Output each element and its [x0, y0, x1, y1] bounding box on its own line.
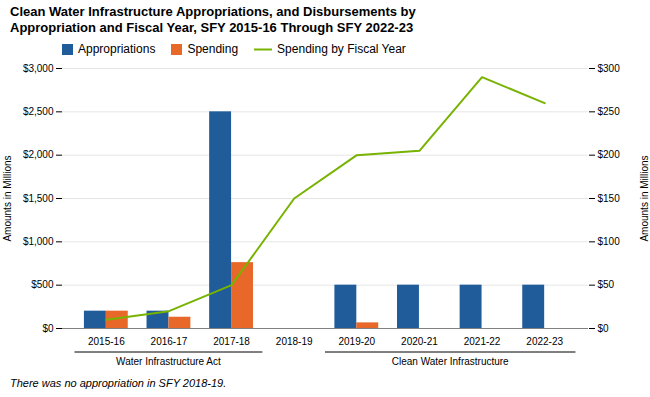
- svg-text:$500: $500: [31, 279, 54, 290]
- html-text:Appropriations: Appropriations: [78, 42, 156, 56]
- svg-text:$1,500: $1,500: [23, 193, 54, 204]
- svg-text:Water Infrastructure Act: Water Infrastructure Act: [116, 356, 221, 367]
- svg-text:2015-16: 2015-16: [88, 336, 125, 347]
- html-text:Spending by Fiscal Year: Spending by Fiscal Year: [277, 42, 406, 56]
- svg-text:2022-23: 2022-23: [526, 336, 563, 347]
- svg-text:$2,500: $2,500: [23, 106, 54, 117]
- svg-text:2020-21: 2020-21: [401, 336, 438, 347]
- svg-text:$50: $50: [598, 279, 615, 290]
- svg-text:$2,000: $2,000: [23, 149, 54, 160]
- svg-text:Amounts in Millions: Amounts in Millions: [2, 155, 13, 241]
- svg-text:2017-18: 2017-18: [213, 336, 250, 347]
- svg-text:$150: $150: [598, 193, 621, 204]
- svg-text:2016-17: 2016-17: [151, 336, 188, 347]
- svg-text:$0: $0: [598, 323, 610, 334]
- svg-text:$200: $200: [598, 149, 621, 160]
- svg-text:$100: $100: [598, 236, 621, 247]
- svg-text:2021-22: 2021-22: [464, 336, 501, 347]
- svg-text:2019-20: 2019-20: [338, 336, 375, 347]
- svg-text:$1,000: $1,000: [23, 236, 54, 247]
- svg-text:2018-19: 2018-19: [276, 336, 313, 347]
- svg-text:Clean Water Infrastructure: Clean Water Infrastructure: [392, 356, 509, 367]
- svg-text:$250: $250: [598, 106, 621, 117]
- html-text:There was no appropriation in: There was no appropriation in SFY 2018-1…: [10, 377, 227, 389]
- html-text:Spending: Spending: [187, 42, 239, 56]
- html-text:Clean Water Infrastructure App: Clean Water Infrastructure Appropriation…: [10, 4, 416, 35]
- svg-text:$0: $0: [42, 323, 54, 334]
- svg-text:Amounts in Millions: Amounts in Millions: [639, 155, 650, 241]
- svg-text:$3,000: $3,000: [23, 63, 54, 74]
- svg-text:$300: $300: [598, 63, 621, 74]
